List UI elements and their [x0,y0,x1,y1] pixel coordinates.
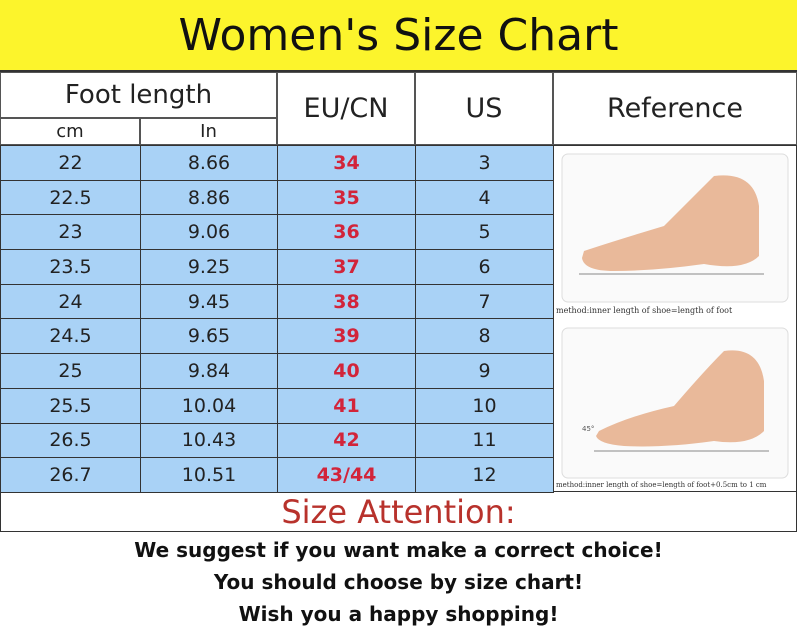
cm-cell: 24 [0,283,141,320]
in-cell: 10.04 [140,387,278,424]
attention-line: You should choose by size chart! [213,570,584,594]
us-cell: 7 [415,283,554,320]
size-table: 22 8.66 34 3 22.5 8.86 35 4 23 9.06 36 5 23.5 9.25 37 6… [0,145,554,493]
cm-cell: 25.5 [0,387,141,424]
us-cell: 11 [415,422,554,459]
us-cell: 6 [415,249,554,285]
table-row: 24 9.45 38 7 [0,283,554,320]
eu-cell: 39 [277,318,416,355]
us-header: US [415,72,553,145]
cm-cell: 22 [0,145,141,181]
in-header: In [140,118,277,145]
cm-cell: 26.5 [0,422,141,459]
eu-header: EU/CN [277,72,415,145]
in-cell: 9.45 [140,283,278,320]
eu-cell: 34 [277,145,416,181]
eu-cell: 41 [277,387,416,424]
cm-cell: 24.5 [0,318,141,355]
table-row: 26.7 10.51 43/44 12 [0,457,554,493]
eu-cell: 35 [277,179,416,216]
cm-cell: 23.5 [0,249,141,285]
size-attention-heading: Size Attention: [0,492,797,532]
us-cell: 4 [415,179,554,216]
eu-cell: 42 [277,422,416,459]
reference-panel: 45° method:inner length of shoe=length o… [553,145,797,492]
caption-method-1: method:inner length of shoe=length of fo… [556,306,733,315]
in-cell: 9.25 [140,249,278,285]
in-cell: 10.43 [140,422,278,459]
cm-cell: 23 [0,214,141,251]
eu-cell: 43/44 [277,457,416,493]
in-cell: 10.51 [140,457,278,493]
cm-header: cm [0,118,140,145]
chart-title: Women's Size Chart [0,0,797,72]
table-row: 23.5 9.25 37 6 [0,249,554,285]
in-cell: 8.86 [140,179,278,216]
eu-cell: 36 [277,214,416,251]
in-cell: 9.65 [140,318,278,355]
table-row: 22.5 8.86 35 4 [0,179,554,216]
us-cell: 10 [415,387,554,424]
reference-header: Reference [553,72,797,145]
attention-line: Wish you a happy shopping! [238,602,559,626]
eu-cell: 38 [277,283,416,320]
table-row: 25 9.84 40 9 [0,353,554,389]
foot-icon [596,350,764,447]
in-cell: 8.66 [140,145,278,181]
cm-cell: 22.5 [0,179,141,216]
us-cell: 9 [415,353,554,389]
us-cell: 12 [415,457,554,493]
foot-length-header: Foot length [0,72,277,118]
in-cell: 9.84 [140,353,278,389]
foot-icon [582,175,759,271]
in-cell: 9.06 [140,214,278,251]
table-row: 24.5 9.65 39 8 [0,318,554,355]
cm-cell: 25 [0,353,141,389]
svg-text:45°: 45° [582,425,594,433]
attention-line: We suggest if you want make a correct ch… [134,538,663,562]
caption-method-2: method:inner length of shoe=length of fo… [556,481,767,489]
table-row: 23 9.06 36 5 [0,214,554,251]
foot-measure-illustration: 45° [561,153,789,479]
us-cell: 3 [415,145,554,181]
eu-cell: 37 [277,249,416,285]
cm-cell: 26.7 [0,457,141,493]
us-cell: 8 [415,318,554,355]
table-row: 25.5 10.04 41 10 [0,387,554,424]
eu-cell: 40 [277,353,416,389]
us-cell: 5 [415,214,554,251]
table-row: 22 8.66 34 3 [0,145,554,181]
table-row: 26.5 10.43 42 11 [0,422,554,459]
